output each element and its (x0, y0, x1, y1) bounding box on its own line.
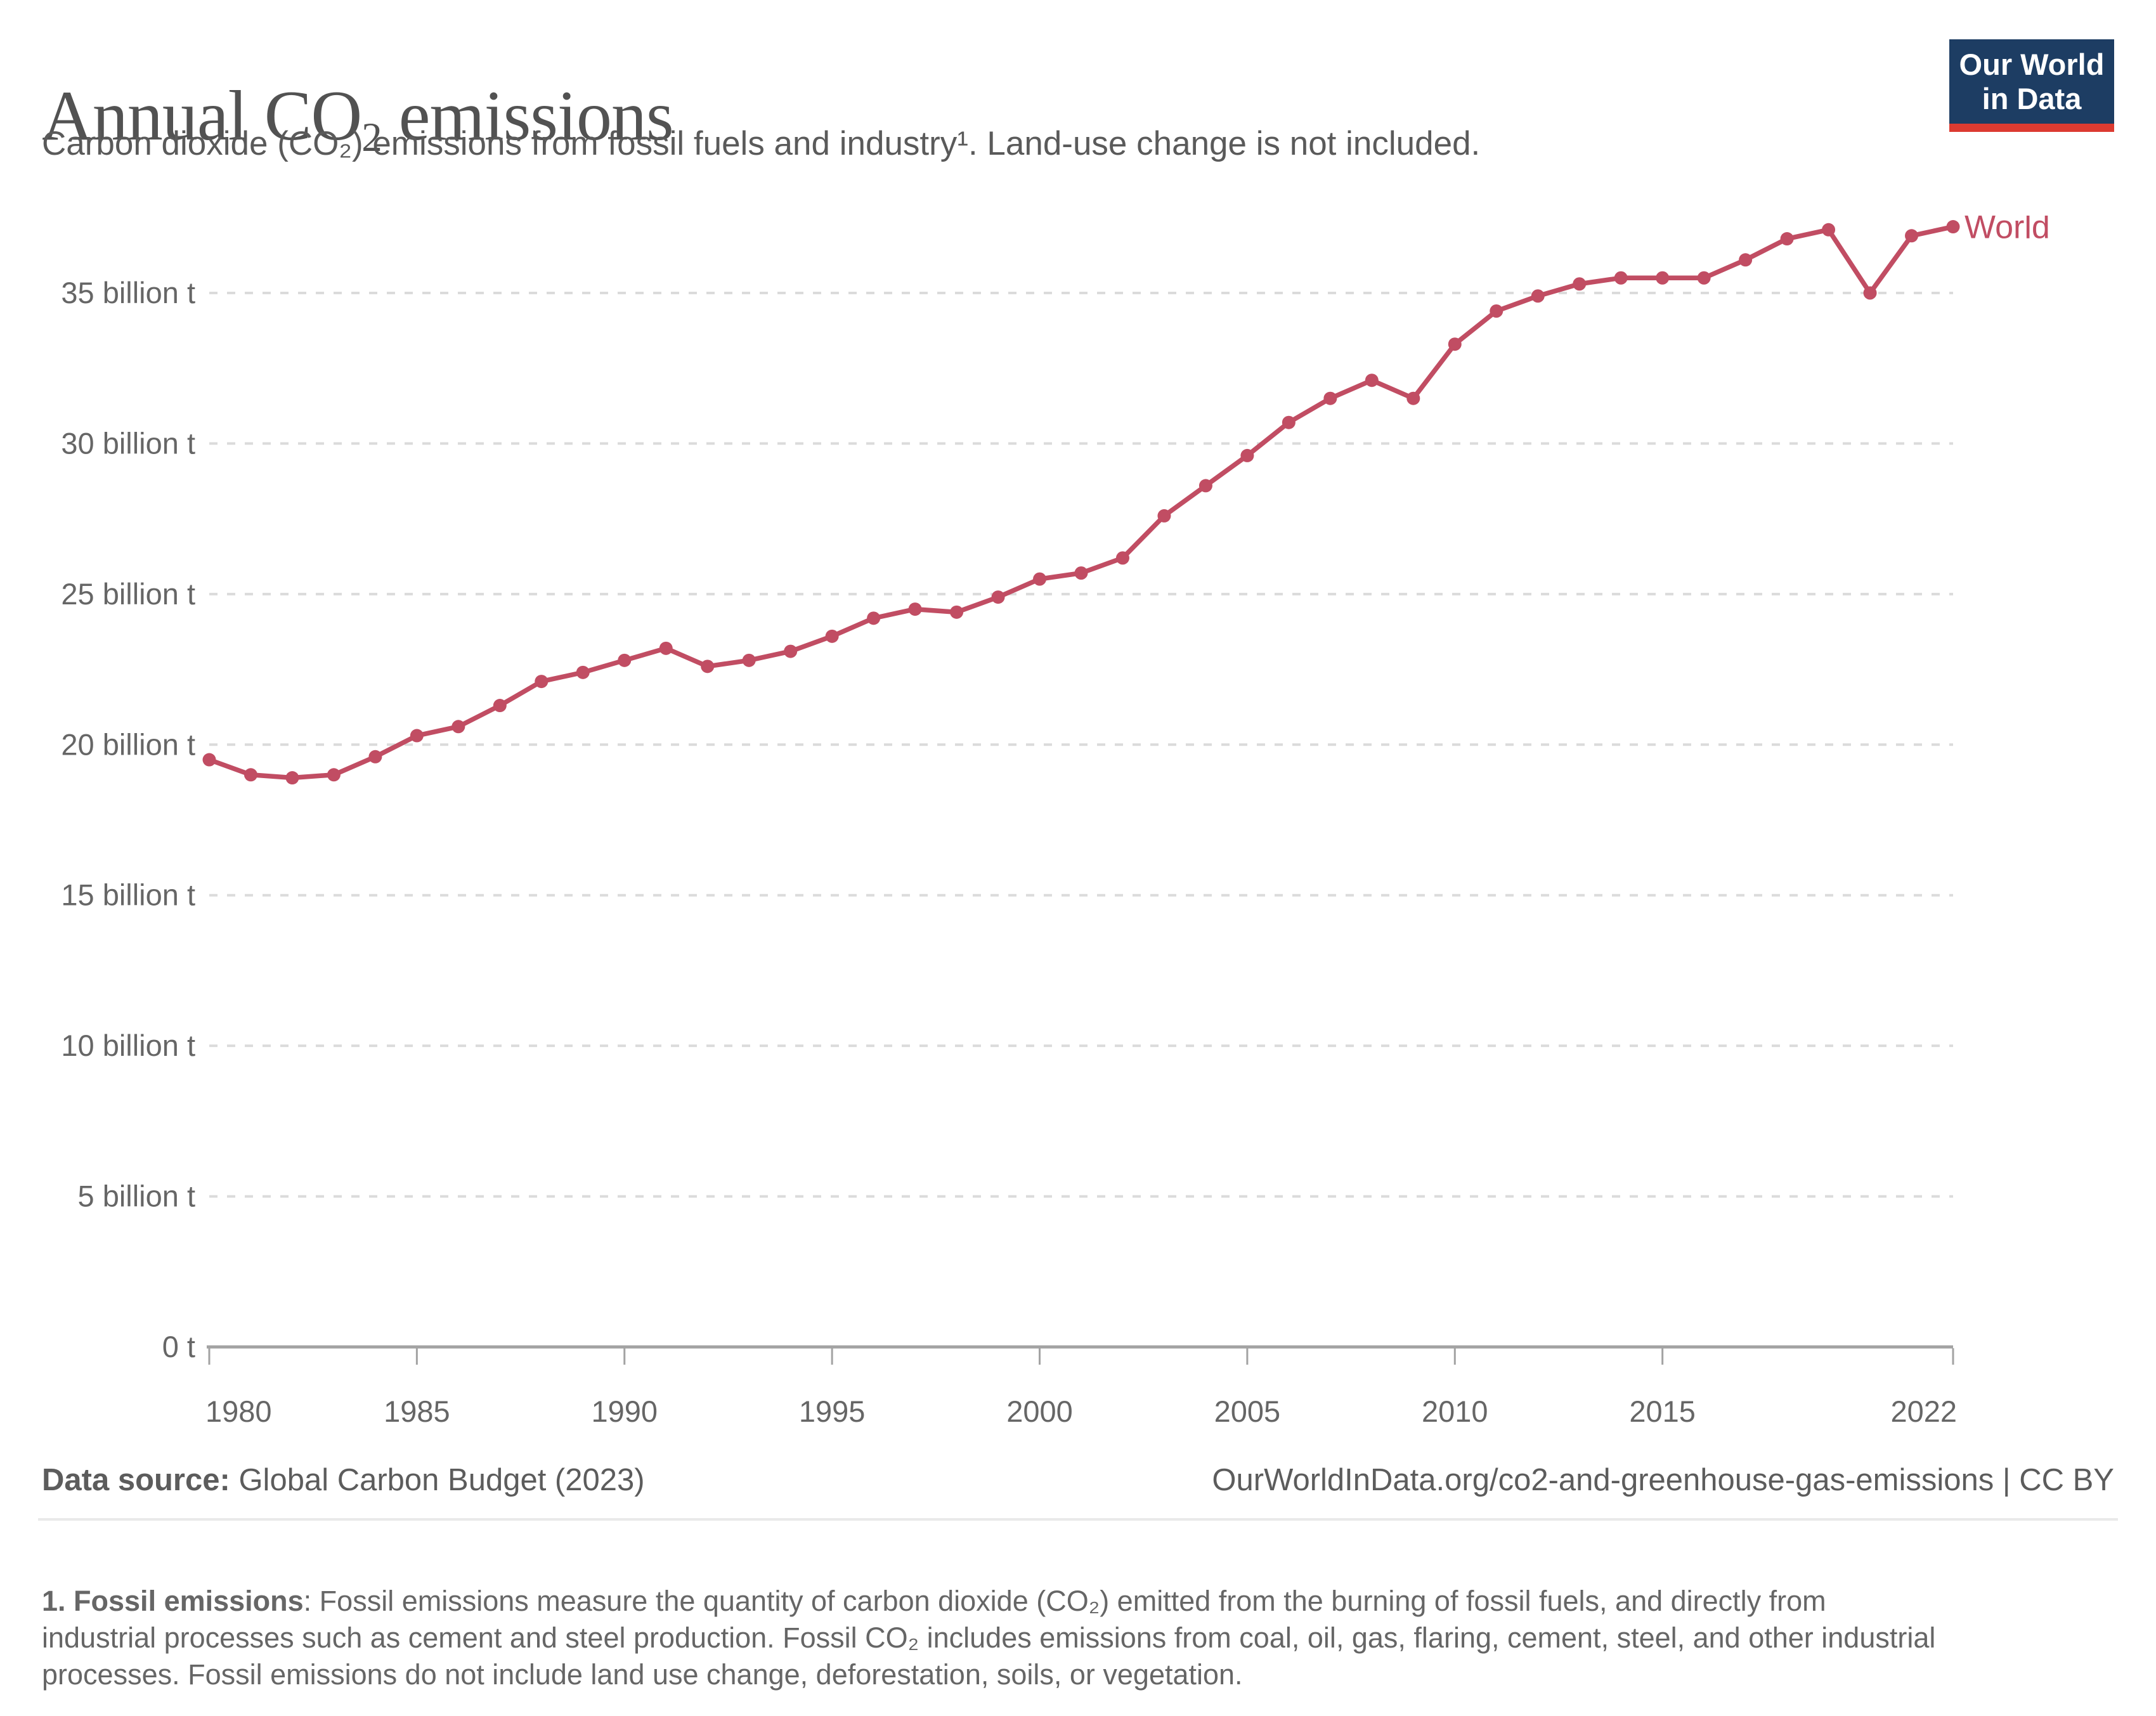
x-tick-label: 2005 (1214, 1394, 1281, 1428)
data-point (784, 644, 798, 658)
data-point (576, 665, 590, 679)
data-source-value: Global Carbon Budget (2023) (230, 1463, 645, 1497)
data-point (327, 768, 341, 782)
data-point (908, 602, 922, 616)
y-tick-label: 0 t (162, 1330, 195, 1363)
x-tick-label: 1995 (799, 1394, 866, 1428)
footer-divider (38, 1518, 2118, 1521)
x-tick-label: 2015 (1629, 1394, 1696, 1428)
data-point (410, 729, 424, 743)
data-point (368, 750, 382, 764)
chart-area: 0 t 5 billion t 10 billion t 15 billion t 20… (0, 209, 2156, 1446)
data-point (1115, 551, 1129, 565)
data-point (1157, 509, 1171, 523)
data-point (950, 605, 964, 619)
x-tick-label: 2000 (1006, 1394, 1073, 1428)
data-point (535, 675, 549, 689)
x-tick-label: 2010 (1422, 1394, 1488, 1428)
owid-logo-line2: in Data (1982, 81, 2082, 115)
page-title: Annual CO2 emissions (42, 75, 674, 162)
y-tick-label: 35 billion t (61, 276, 195, 309)
data-point (285, 771, 299, 785)
data-point (244, 768, 257, 782)
data-point (1531, 289, 1545, 303)
attribution-link[interactable]: OurWorldInData.org/co2-and-greenhouse-ga… (1212, 1463, 2114, 1497)
data-point (1697, 271, 1711, 285)
data-point (659, 641, 673, 655)
world-series-label: World (1964, 216, 2050, 246)
y-tick-label: 5 billion t (78, 1180, 196, 1213)
data-point (825, 629, 839, 643)
data-point (867, 611, 881, 625)
x-tick-label: 2022 (1890, 1394, 1957, 1428)
x-tick-label: 1980 (205, 1394, 272, 1428)
data-point (1614, 271, 1628, 285)
x-tick-label: 1985 (384, 1394, 450, 1428)
data-point (493, 699, 507, 713)
data-point (1198, 479, 1212, 493)
data-point (1240, 448, 1254, 462)
data-point (991, 590, 1005, 604)
data-point (742, 653, 756, 667)
data-point (1490, 304, 1503, 318)
data-source: Data source: Global Carbon Budget (2023) (42, 1462, 645, 1498)
owid-logo-line1: Our World (1959, 47, 2105, 81)
data-point (618, 653, 632, 667)
data-point (1863, 286, 1877, 300)
data-point (1323, 391, 1337, 405)
chart-subtitle: Carbon dioxide (CO₂) emissions from foss… (42, 125, 1481, 162)
y-tick-label: 15 billion t (61, 878, 195, 912)
data-point (1448, 337, 1462, 351)
title-text-end: emissions (381, 77, 674, 156)
data-point (1365, 374, 1379, 387)
y-tick-label: 30 billion t (61, 426, 195, 460)
data-point (1282, 415, 1296, 429)
footnote: 1. Fossil emissions: Fossil emissions me… (42, 1583, 1938, 1693)
data-point (202, 753, 216, 767)
footnote-text: : Fossil emissions measure the quantity … (42, 1585, 1936, 1691)
data-point (1822, 223, 1836, 237)
title-text: Annual CO (42, 77, 362, 156)
world-series-line (207, 224, 1956, 781)
data-point (1905, 229, 1919, 243)
y-tick-label: 10 billion t (61, 1029, 195, 1062)
x-tick-label: 1990 (591, 1394, 658, 1428)
data-point (1033, 572, 1047, 586)
data-point (1656, 271, 1670, 285)
data-point (701, 660, 715, 673)
data-point (1780, 232, 1794, 246)
chart-footer: Data source: Global Carbon Budget (2023)… (42, 1462, 2114, 1498)
emissions-chart: 0 t 5 billion t 10 billion t 15 billion t 20… (61, 209, 2050, 1428)
data-point (1406, 391, 1420, 405)
data-point (1946, 220, 1960, 234)
footnote-label: 1. Fossil emissions (42, 1585, 304, 1617)
data-point (1739, 253, 1753, 267)
title-subscript: 2 (361, 115, 382, 161)
data-point (451, 720, 465, 734)
y-tick-label: 25 billion t (61, 577, 195, 611)
y-tick-label: 20 billion t (61, 727, 195, 761)
data-point (1573, 277, 1587, 291)
owid-logo[interactable]: Our World in Data (1949, 39, 2114, 132)
data-source-label: Data source: (42, 1463, 230, 1497)
data-point (1074, 566, 1088, 580)
